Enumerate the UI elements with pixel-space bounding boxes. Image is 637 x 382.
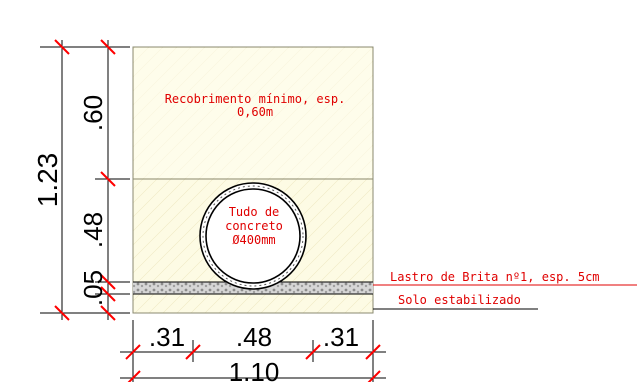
horizontal-dimension-lines — [120, 320, 386, 382]
dimension-right-width: .31 — [323, 322, 359, 352]
dimension-total-width: 1.10 — [229, 357, 280, 382]
dimension-total-height: 1.23 — [32, 153, 63, 208]
dimension-pipe-width: .48 — [236, 322, 272, 352]
horizontal-dimension-ticks — [125, 344, 381, 382]
cover-label-line-1: Recobrimento mínimo, esp. — [165, 92, 346, 106]
dimension-bed-height: .05 — [78, 270, 108, 306]
stabilized-soil-label: Solo estabilizado — [398, 293, 521, 307]
pipe-label-line-2: concreto — [225, 219, 283, 233]
vertical-dimension-lines — [40, 40, 130, 320]
concrete-pipe — [199, 182, 307, 290]
dimension-cover-height: .60 — [78, 95, 108, 131]
vertical-dimension-ticks — [54, 39, 116, 321]
pipe-label-line-1: Tudo de — [229, 205, 280, 219]
gravel-bed-label: Lastro de Brita nº1, esp. 5cm — [390, 270, 600, 284]
cover-label-line-2: 0,60m — [237, 105, 273, 119]
dimension-pipe-height: .48 — [78, 212, 108, 248]
cover-layer — [134, 48, 372, 178]
dimension-left-width: .31 — [149, 322, 185, 352]
pipe-label-line-3: Ø400mm — [232, 233, 275, 247]
